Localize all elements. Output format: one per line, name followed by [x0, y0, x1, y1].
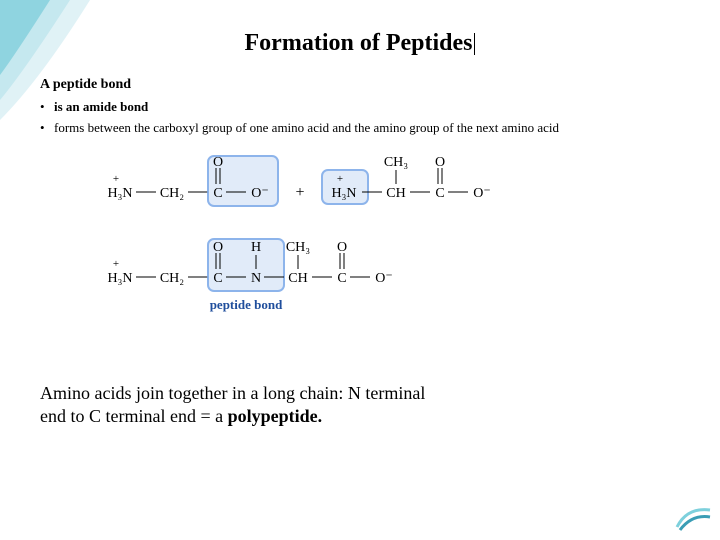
svg-text:H: H	[251, 240, 261, 255]
svg-text:H₃N: H₃N	[107, 186, 132, 201]
slide-title: Formation of Peptides	[40, 30, 680, 57]
svg-text:H₃N: H₃N	[107, 271, 132, 286]
title-text: Formation of Peptides	[245, 30, 473, 56]
bullet-text-1: is an amide bond	[54, 99, 680, 116]
chemical-diagram: + H₃N CH₂ C O O⁻ +	[40, 152, 680, 342]
svg-text:C: C	[337, 271, 346, 286]
bullet-text-2: forms between the carboxyl group of one …	[54, 120, 680, 137]
svg-text:+: +	[113, 258, 119, 270]
svg-text:O: O	[213, 155, 223, 170]
svg-text:CH₂: CH₂	[160, 186, 184, 201]
summary-line-1: Amino acids join together in a long chai…	[40, 383, 425, 403]
svg-text:CH₃: CH₃	[384, 155, 408, 170]
svg-text:+: +	[113, 173, 119, 185]
svg-text:O⁻: O⁻	[251, 186, 269, 201]
svg-text:C: C	[435, 186, 444, 201]
peptide-bond-heading: A peptide bond	[40, 77, 680, 93]
summary-line-2a: end to C terminal end = a	[40, 406, 228, 426]
svg-text:peptide bond: peptide bond	[210, 297, 283, 312]
svg-text:O⁻: O⁻	[375, 271, 393, 286]
svg-text:O: O	[213, 240, 223, 255]
bullet-item: • is an amide bond	[40, 99, 680, 116]
svg-text:O: O	[435, 155, 445, 170]
bullet-marker: •	[40, 99, 54, 115]
svg-text:C: C	[213, 271, 222, 286]
svg-text:CH: CH	[288, 271, 307, 286]
svg-text:O: O	[337, 240, 347, 255]
svg-text:CH₂: CH₂	[160, 271, 184, 286]
svg-text:O⁻: O⁻	[473, 186, 491, 201]
svg-text:C: C	[213, 186, 222, 201]
text-cursor	[474, 33, 475, 55]
svg-text:+: +	[295, 184, 304, 201]
svg-text:H₃N: H₃N	[331, 186, 356, 201]
bullet-marker: •	[40, 120, 54, 136]
corner-decoration-icon	[672, 502, 712, 532]
svg-text:CH: CH	[386, 186, 405, 201]
svg-text:N: N	[251, 271, 261, 286]
svg-text:+: +	[337, 173, 343, 185]
bullet-item: • forms between the carboxyl group of on…	[40, 120, 680, 137]
summary-line-2b: polypeptide.	[228, 406, 323, 426]
summary-text: Amino acids join together in a long chai…	[40, 382, 680, 429]
svg-text:CH₃: CH₃	[286, 240, 310, 255]
chem-svg: + H₃N CH₂ C O O⁻ +	[40, 152, 600, 337]
